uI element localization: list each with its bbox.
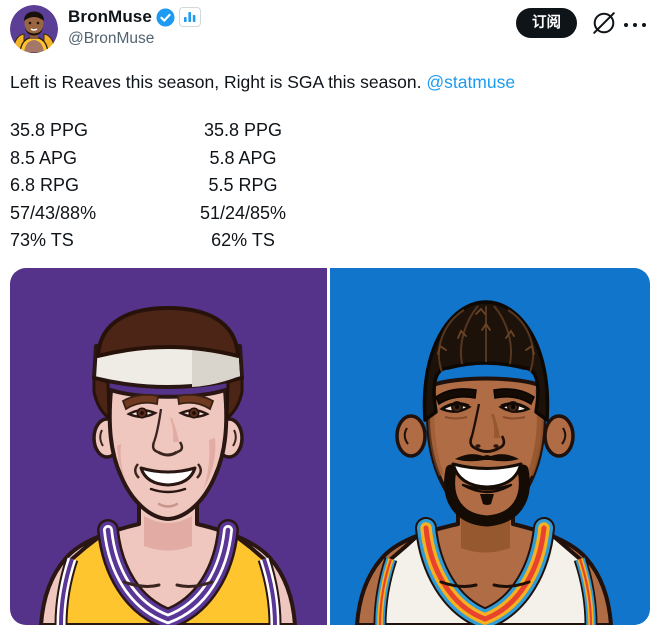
verified-badge-icon <box>156 8 175 27</box>
bar-chart-badge-icon <box>178 7 201 27</box>
sga-rpg: 5.5 RPG <box>208 175 278 195</box>
stats-row-ppg: 35.8 PPG 35.8 PPG <box>10 117 304 145</box>
sga-illustration <box>330 268 650 625</box>
reaves-rpg: 6.8 RPG <box>10 175 80 195</box>
grok-icon[interactable] <box>591 10 617 36</box>
sga-ts: 62% TS <box>211 230 275 250</box>
more-options-icon[interactable] <box>620 10 650 36</box>
reaves-illustration <box>10 268 327 625</box>
sga-splits: 51/24/85% <box>199 202 287 223</box>
stats-row-rpg: 6.8 RPG 5.5 RPG <box>10 172 304 200</box>
reaves-apg: 8.5 APG <box>10 147 78 168</box>
mention-link-statmuse[interactable]: @statmuse <box>426 72 516 92</box>
tweet-text-main: Left is Reaves this season, Right is SGA… <box>10 72 427 92</box>
reaves-ts: 73% TS <box>10 230 74 250</box>
reaves-splits: 57/43/88% <box>10 202 97 223</box>
avatar[interactable] <box>10 5 58 53</box>
stats-row-splits: 57/43/88% 51/24/85% <box>10 200 304 228</box>
stats-row-apg: 8.5 APG 5.8 APG <box>10 145 304 173</box>
display-name[interactable]: BronMuse <box>68 7 152 26</box>
tweet-image[interactable] <box>10 268 650 625</box>
subscribe-button[interactable]: 订阅 <box>516 8 577 38</box>
avatar-lebron-illustration <box>10 5 58 53</box>
handle[interactable]: @BronMuse <box>68 30 155 47</box>
tweet-text: Left is Reaves this season, Right is SGA… <box>10 70 652 94</box>
sga-ppg: 35.8 PPG <box>203 120 283 140</box>
image-divider <box>327 268 330 625</box>
sga-apg: 5.8 APG <box>209 147 277 168</box>
reaves-ppg: 35.8 PPG <box>10 120 89 140</box>
stats-row-ts: 73% TS 62% TS <box>10 227 304 255</box>
sga-panel <box>330 268 650 625</box>
reaves-panel <box>10 268 327 625</box>
stats-block: 35.8 PPG 35.8 PPG 8.5 APG 5.8 APG 6.8 RP… <box>10 117 304 255</box>
name-row: BronMuse <box>68 7 201 27</box>
